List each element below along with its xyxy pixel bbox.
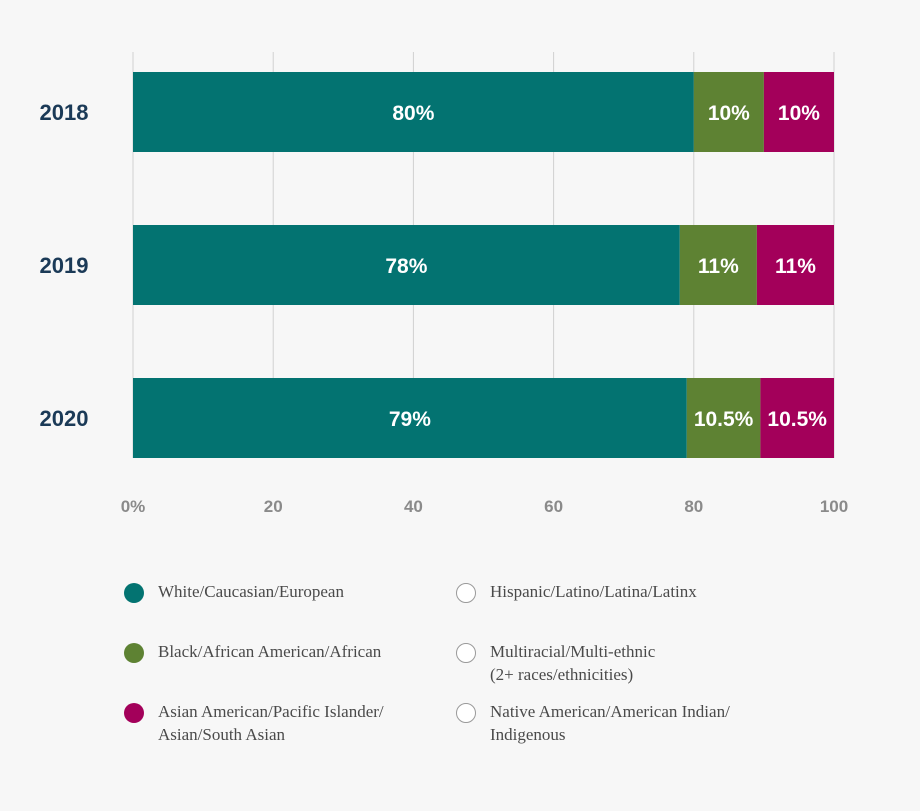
- x-tick-label: 0%: [121, 497, 146, 516]
- x-tick-label: 40: [404, 497, 423, 516]
- data-label: 11%: [775, 255, 816, 278]
- x-tick-label: 20: [264, 497, 283, 516]
- data-label: 10%: [708, 102, 750, 125]
- x-tick-label: 60: [544, 497, 563, 516]
- legend-item-black: Black/African American/African: [124, 640, 381, 663]
- legend-swatch-black: [124, 643, 144, 663]
- legend-label-hispanic: Hispanic/Latino/Latina/Latinx: [490, 582, 697, 601]
- x-tick-label: 100: [820, 497, 848, 516]
- legend-swatch-native: [456, 703, 476, 723]
- bar-segment: [693, 72, 764, 152]
- data-label: 80%: [392, 102, 434, 125]
- chart-canvas: 2018 80% 10% 10% 2019 78% 11% 11% 2020 79% 10.5% 10…: [40, 52, 848, 516]
- bar-segment: [133, 225, 680, 305]
- legend-item-native: Native American/American Indian/ Indigen…: [456, 700, 730, 746]
- bar-segment: [756, 225, 834, 305]
- legend: White/Caucasian/European Black/African A…: [124, 576, 824, 766]
- bar-segment: [760, 378, 834, 458]
- legend-item-asian: Asian American/Pacific Islander/ Asian/S…: [124, 700, 384, 746]
- legend-label-multiracial: Multiracial/Multi-ethnic (2+ races/ethni…: [490, 642, 656, 684]
- data-label: 10%: [778, 102, 820, 125]
- legend-label-black: Black/African American/African: [158, 642, 382, 661]
- legend-label-native: Native American/American Indian/ Indigen…: [490, 702, 730, 744]
- category-label: 2020: [40, 406, 89, 431]
- legend-label-white: White/Caucasian/European: [158, 582, 344, 601]
- legend-swatch-asian: [124, 703, 144, 723]
- x-tick-label: 80: [684, 497, 703, 516]
- data-label: 10.5%: [694, 408, 754, 431]
- legend-item-hispanic: Hispanic/Latino/Latina/Latinx: [456, 580, 697, 603]
- data-label: 11%: [698, 255, 739, 278]
- bar-segment: [133, 72, 694, 152]
- data-label: 10.5%: [767, 408, 827, 431]
- bar-segment: [679, 225, 757, 305]
- data-label: 78%: [385, 255, 427, 278]
- bar-segment: [763, 72, 834, 152]
- legend-swatch-hispanic: [456, 583, 476, 603]
- data-label: 79%: [389, 408, 431, 431]
- legend-swatch-multiracial: [456, 643, 476, 663]
- bar-segment: [133, 378, 687, 458]
- category-label: 2019: [40, 253, 89, 278]
- bar-segment: [686, 378, 761, 458]
- legend-item-white: White/Caucasian/European: [124, 580, 344, 603]
- legend-item-multiracial: Multiracial/Multi-ethnic (2+ races/ethni…: [456, 640, 655, 686]
- legend-swatch-white: [124, 583, 144, 603]
- stacked-bar-chart: 2018 80% 10% 10% 2019 78% 11% 11% 2020 79% 10.5% 10…: [40, 52, 848, 516]
- category-label: 2018: [40, 100, 89, 125]
- legend-label-asian: Asian American/Pacific Islander/ Asian/S…: [158, 702, 384, 744]
